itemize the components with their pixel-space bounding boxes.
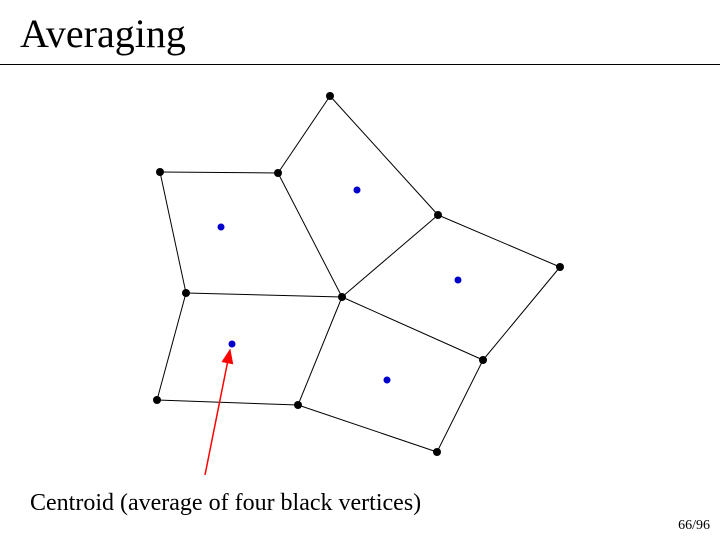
vertex-dot bbox=[326, 92, 334, 100]
arrow-line bbox=[205, 350, 230, 475]
vertex-dot bbox=[433, 448, 441, 456]
centroid-dot bbox=[384, 377, 391, 384]
edge bbox=[483, 267, 560, 360]
slide: Averaging Centroid (average of four blac… bbox=[0, 0, 720, 540]
edge bbox=[437, 360, 483, 452]
edge bbox=[298, 405, 437, 452]
vertex-dot bbox=[182, 289, 190, 297]
edge bbox=[342, 297, 483, 360]
vertex-dot bbox=[294, 401, 302, 409]
vertex-dot bbox=[153, 396, 161, 404]
edge bbox=[160, 172, 278, 173]
centroid-dot bbox=[354, 187, 361, 194]
centroid-dot bbox=[455, 277, 462, 284]
centroid-dot bbox=[229, 341, 236, 348]
edge bbox=[438, 215, 560, 267]
vertex-dot bbox=[556, 263, 564, 271]
edge bbox=[278, 96, 330, 173]
vertex-dot bbox=[434, 211, 442, 219]
vertex-dot bbox=[274, 169, 282, 177]
edge bbox=[342, 215, 438, 297]
caption: Centroid (average of four black vertices… bbox=[30, 490, 421, 517]
vertex-dot bbox=[479, 356, 487, 364]
edges bbox=[157, 96, 560, 452]
mesh-diagram bbox=[0, 0, 720, 540]
page-number: 66/96 bbox=[678, 518, 710, 534]
edge bbox=[330, 96, 438, 215]
edge bbox=[160, 172, 186, 293]
pointer-arrow bbox=[205, 350, 230, 475]
vertex-dot bbox=[338, 293, 346, 301]
edge bbox=[186, 293, 342, 297]
edge bbox=[157, 400, 298, 405]
edge bbox=[298, 297, 342, 405]
centroid-dot bbox=[218, 224, 225, 231]
nodes bbox=[153, 92, 564, 456]
edge bbox=[278, 173, 342, 297]
edge bbox=[157, 293, 186, 400]
vertex-dot bbox=[156, 168, 164, 176]
